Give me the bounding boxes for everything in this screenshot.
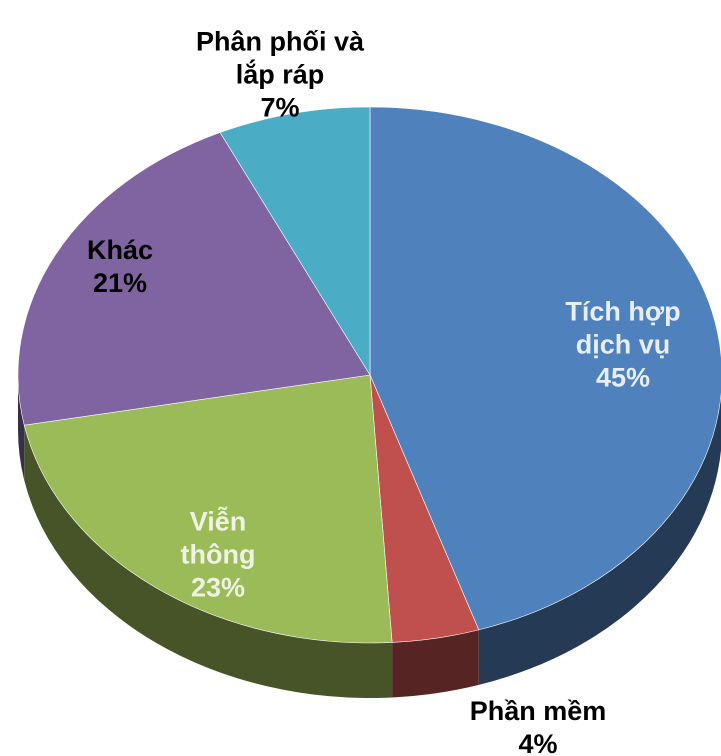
slice xyxy=(17,132,371,426)
category-name: Viễn thông xyxy=(180,506,256,570)
category-name: Phân phối và lắp ráp xyxy=(195,26,365,90)
category-name: Tích hợp dịch vụ xyxy=(565,296,681,360)
value-label: 7% xyxy=(260,92,300,123)
slice-label: Khác 21% xyxy=(60,234,180,300)
category-name: Khác xyxy=(86,235,154,265)
slice xyxy=(369,106,721,631)
slice-side xyxy=(392,629,479,698)
slice-label: Phần mềm 4% xyxy=(428,695,648,756)
slice-side xyxy=(478,394,721,685)
value-label: 4% xyxy=(518,729,558,756)
value-label: 45% xyxy=(595,362,651,393)
value-label: 21% xyxy=(92,268,148,298)
slice xyxy=(23,374,393,644)
category-name: Phần mềm xyxy=(469,696,607,726)
slice-label: Tích hợp dịch vụ 45% xyxy=(553,296,693,395)
value-label: 23% xyxy=(190,572,246,603)
slice xyxy=(219,106,371,377)
slice-label: Phân phối và lắp ráp 7% xyxy=(193,26,368,125)
slice-side xyxy=(24,425,393,699)
slice-label: Viễn thông 23% xyxy=(163,506,273,605)
